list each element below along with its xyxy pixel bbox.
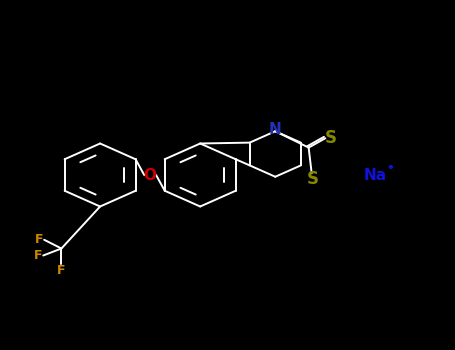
Text: F: F	[57, 264, 66, 277]
Text: •: •	[386, 162, 394, 175]
Text: Na: Na	[364, 168, 387, 182]
Text: N: N	[269, 122, 282, 137]
Text: S: S	[307, 169, 318, 188]
Text: F: F	[35, 233, 43, 246]
Text: O: O	[144, 168, 157, 182]
Text: F: F	[34, 249, 42, 262]
Text: S: S	[325, 128, 337, 147]
